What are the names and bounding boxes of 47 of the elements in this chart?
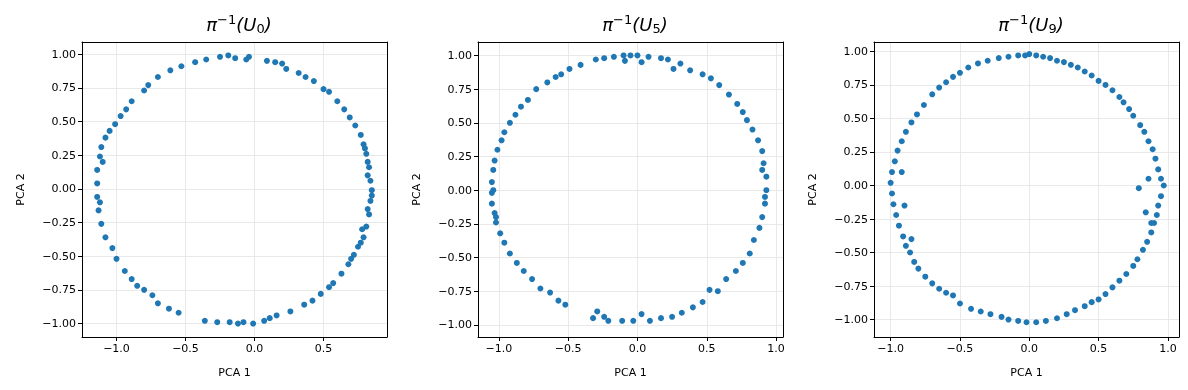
x-axis-title: PCA 1 (218, 366, 251, 379)
x-tick-label: −1.0 (103, 342, 130, 355)
x-axis-title: PCA 1 (614, 366, 647, 379)
y-tick-label: 0.00 (51, 182, 76, 196)
x-tick-label: 1.0 (767, 342, 785, 355)
y-tick-label: 1.00 (51, 47, 76, 61)
y-axis-title: PCA 2 (410, 173, 423, 206)
y-tick-label: 1.00 (447, 48, 472, 62)
y-tick-label: −0.25 (834, 212, 868, 226)
y-tick-label: −0.50 (834, 246, 868, 260)
y-tick-label: 0.00 (447, 183, 472, 197)
y-axis-title: PCA 2 (14, 173, 27, 206)
y-tick-label: 0.50 (447, 116, 472, 130)
y-tick-label: −0.75 (438, 284, 472, 298)
x-axis-title: PCA 1 (1010, 366, 1043, 379)
y-tick-label: 0.25 (447, 150, 472, 163)
y-tick-label: 0.00 (843, 178, 868, 192)
x-tick-label: 0.0 (1020, 342, 1039, 355)
y-tick-label: −0.25 (42, 216, 76, 229)
x-tick-label: −1.0 (877, 342, 904, 355)
y-tick-label: 0.75 (843, 78, 868, 92)
y-tick-label: −0.25 (438, 217, 472, 231)
x-tick-label: 0.5 (698, 342, 716, 355)
y-tick-label: 0.75 (51, 81, 76, 95)
y-tick-label: 0.50 (843, 111, 868, 125)
y-tick-label: 1.00 (843, 44, 868, 58)
y-tick-label: −1.00 (438, 318, 472, 332)
y-tick-label: −0.75 (834, 279, 868, 293)
y-tick-label: 0.50 (51, 114, 76, 128)
y-tick-label: 0.25 (51, 148, 76, 162)
x-tick-label: −1.0 (485, 342, 513, 355)
x-tick-label: 0.5 (314, 342, 333, 355)
y-tick-label: −0.50 (42, 249, 76, 263)
x-tick-label: −0.5 (946, 342, 974, 355)
y-axis-title: PCA 2 (806, 173, 819, 206)
x-tick-label: 0.0 (245, 342, 264, 355)
y-tick-label: 0.75 (447, 82, 472, 96)
y-tick-label: −0.75 (42, 283, 76, 297)
x-tick-label: 1.0 (1159, 342, 1177, 355)
y-tick-label: −1.00 (834, 313, 868, 327)
x-tick-label: 0.5 (1089, 342, 1108, 355)
y-tick-label: −0.50 (438, 251, 472, 265)
x-tick-label: 0.0 (628, 342, 647, 355)
y-tick-label: 0.25 (843, 145, 868, 159)
x-tick-label: −0.5 (554, 342, 582, 355)
x-tick-label: −0.5 (172, 342, 199, 355)
y-tick-label: −1.00 (42, 317, 76, 331)
